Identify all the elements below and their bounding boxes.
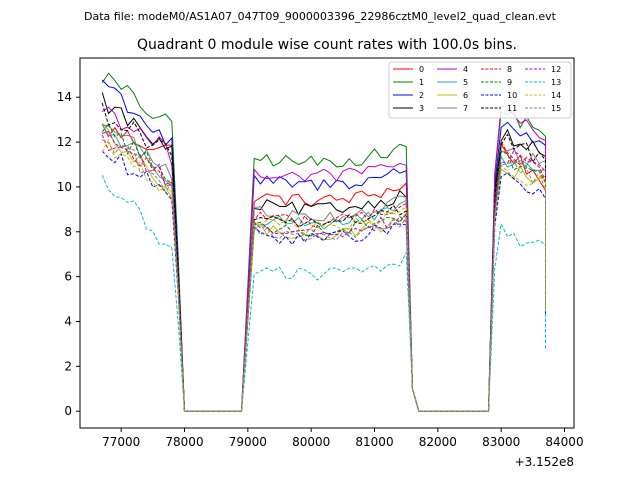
x-tick-label: 80000 [292, 435, 330, 449]
legend-label-8: 8 [507, 65, 512, 74]
legend-label-15: 15 [551, 104, 561, 113]
series-line-2 [101, 79, 546, 412]
x-tick-label: 83000 [482, 435, 520, 449]
series-line-0 [101, 124, 546, 412]
series-line-5 [101, 123, 546, 412]
legend-label-4: 4 [463, 65, 468, 74]
legend-label-12: 12 [551, 65, 561, 74]
legend-label-7: 7 [463, 104, 468, 113]
series-line-8 [101, 134, 546, 412]
y-tick-label: 6 [64, 270, 72, 284]
y-tick-label: 10 [57, 180, 72, 194]
y-tick-label: 8 [64, 225, 72, 239]
y-tick-label: 12 [57, 135, 72, 149]
series-layer [101, 72, 546, 412]
series-line-13 [101, 175, 546, 412]
legend-label-1: 1 [419, 78, 424, 87]
series-line-15 [101, 139, 546, 412]
chart-title: Quadrant 0 module wise count rates with … [137, 37, 517, 53]
x-tick-label: 78000 [165, 435, 203, 449]
series-line-6 [101, 122, 546, 412]
y-tick-label: 2 [64, 359, 72, 373]
legend-label-9: 9 [507, 78, 512, 87]
legend-label-6: 6 [463, 91, 468, 100]
series-line-1 [101, 72, 546, 412]
legend-label-11: 11 [507, 104, 517, 113]
x-tick-label: 77000 [102, 435, 140, 449]
x-offset-label: +3.152e8 [515, 455, 574, 469]
legend-label-0: 0 [419, 65, 424, 74]
legend-label-3: 3 [419, 104, 424, 113]
x-tick-label: 82000 [419, 435, 457, 449]
suptitle: Data file: modeM0/AS1A07_047T09_90000033… [84, 10, 557, 23]
series-line-11 [101, 102, 546, 412]
series-line-9 [101, 122, 546, 412]
series-line-4 [101, 104, 546, 412]
y-tick-label: 14 [57, 90, 72, 104]
series-line-3 [101, 92, 546, 412]
y-tick-label: 4 [64, 314, 72, 328]
legend-box [388, 61, 572, 119]
y-tick-label: 0 [64, 404, 72, 418]
x-axis: 77000 78000 79000 80000 81000 82000 83000 84000 [102, 428, 584, 449]
plot-frame [79, 57, 575, 429]
legend-label-13: 13 [551, 78, 561, 87]
legend-label-14: 14 [551, 91, 561, 100]
x-tick-label: 84000 [545, 435, 583, 449]
legend-label-2: 2 [419, 91, 424, 100]
x-tick-label: 79000 [229, 435, 267, 449]
y-axis: 0 2 4 6 8 10 12 14 [57, 90, 80, 418]
series-line-10 [101, 150, 546, 412]
legend-label-10: 10 [507, 91, 517, 100]
series-line-12 [102, 130, 546, 412]
x-tick-label: 81000 [355, 435, 393, 449]
series-line-7 [102, 124, 546, 412]
legend-label-5: 5 [463, 78, 468, 87]
series-line-14 [101, 138, 546, 412]
